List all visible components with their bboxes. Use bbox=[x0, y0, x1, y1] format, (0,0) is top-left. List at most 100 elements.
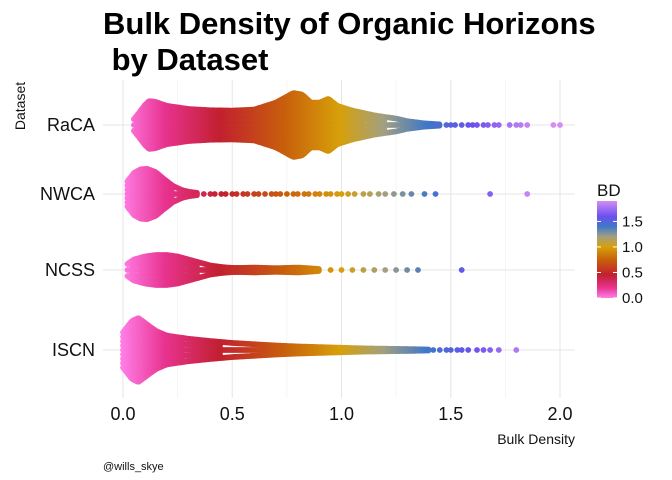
legend-tick-label: 0.0 bbox=[622, 290, 643, 307]
data-point bbox=[294, 191, 301, 197]
data-point bbox=[480, 347, 487, 353]
x-tick-label: 1.0 bbox=[329, 404, 354, 424]
data-point bbox=[273, 191, 279, 197]
data-point bbox=[436, 347, 443, 353]
x-tick-labels: 0.0 0.5 1.0 1.5 2.0 bbox=[110, 404, 572, 424]
color-legend: BD 0.0 0.5 1.0 1.5 bbox=[597, 181, 643, 307]
data-point bbox=[262, 191, 268, 197]
data-point bbox=[251, 191, 257, 197]
chart-title-line1: Bulk Density of Organic Horizons bbox=[103, 6, 596, 41]
data-point bbox=[284, 191, 290, 197]
data-point bbox=[557, 122, 563, 128]
data-point bbox=[334, 191, 340, 197]
data-point bbox=[506, 122, 513, 128]
data-point bbox=[211, 191, 218, 197]
data-point bbox=[487, 191, 493, 197]
data-point bbox=[349, 267, 356, 273]
data-point bbox=[382, 191, 389, 197]
data-point bbox=[452, 122, 458, 128]
data-point bbox=[404, 267, 410, 273]
legend-tick-label: 1.5 bbox=[622, 213, 643, 230]
data-point bbox=[277, 191, 284, 197]
data-point bbox=[415, 267, 421, 273]
legend-colorbar bbox=[597, 201, 617, 298]
data-point bbox=[327, 267, 334, 273]
data-point bbox=[391, 191, 397, 197]
data-point bbox=[469, 122, 476, 128]
data-point bbox=[443, 347, 450, 353]
category-label: RaCA bbox=[47, 115, 95, 135]
data-point bbox=[524, 191, 531, 197]
legend-title: BD bbox=[597, 181, 621, 200]
swarm-iscn bbox=[120, 315, 520, 385]
data-point bbox=[315, 268, 322, 274]
data-point bbox=[458, 347, 465, 353]
swarm-raca bbox=[131, 90, 563, 160]
data-point bbox=[345, 191, 351, 197]
data-point bbox=[375, 191, 382, 197]
category-label: NWCA bbox=[40, 184, 95, 204]
data-point bbox=[524, 122, 531, 128]
data-point bbox=[240, 191, 247, 197]
data-point bbox=[382, 267, 389, 273]
x-tick-label: 1.5 bbox=[438, 404, 463, 424]
data-point bbox=[474, 122, 480, 128]
beeswarm-points bbox=[120, 90, 563, 385]
data-point bbox=[290, 191, 297, 197]
data-point bbox=[399, 191, 406, 197]
data-point bbox=[408, 191, 415, 197]
data-point bbox=[301, 191, 308, 197]
x-tick-label: 0.0 bbox=[110, 404, 135, 424]
data-point bbox=[360, 191, 367, 197]
data-point bbox=[323, 191, 330, 197]
data-point bbox=[458, 122, 465, 128]
data-point bbox=[312, 191, 319, 197]
category-label: ISCN bbox=[52, 340, 95, 360]
x-tick-label: 0.5 bbox=[220, 404, 245, 424]
data-point bbox=[233, 191, 240, 197]
chart-title-line2: by Dataset bbox=[103, 42, 268, 77]
data-point bbox=[474, 347, 480, 353]
data-point bbox=[465, 122, 472, 128]
data-point bbox=[495, 122, 502, 128]
data-point bbox=[487, 347, 493, 353]
data-point bbox=[513, 122, 520, 128]
data-point bbox=[513, 347, 520, 353]
data-point bbox=[351, 191, 358, 197]
data-point bbox=[491, 122, 498, 128]
credit-text: @wills_skye bbox=[103, 461, 164, 473]
data-point bbox=[229, 191, 236, 197]
data-point bbox=[480, 122, 487, 128]
data-point bbox=[443, 122, 450, 128]
data-point bbox=[316, 191, 323, 197]
data-point bbox=[447, 122, 454, 128]
legend-tick-label: 1.0 bbox=[622, 239, 643, 256]
data-point bbox=[338, 191, 345, 197]
data-point bbox=[458, 267, 465, 273]
x-axis-title: Bulk Density bbox=[497, 431, 575, 447]
data-point bbox=[222, 191, 229, 197]
data-point bbox=[207, 191, 214, 197]
data-point bbox=[421, 191, 428, 197]
swarm-nwca bbox=[124, 165, 531, 223]
data-point bbox=[465, 347, 472, 353]
x-tick-label: 2.0 bbox=[547, 404, 572, 424]
data-point bbox=[371, 267, 378, 273]
y-axis-title: Dataset bbox=[12, 82, 28, 130]
data-point bbox=[367, 191, 373, 197]
data-point bbox=[200, 191, 207, 197]
data-point bbox=[305, 191, 312, 197]
data-point bbox=[218, 191, 225, 197]
data-point bbox=[447, 347, 454, 353]
data-point bbox=[268, 191, 275, 197]
data-point bbox=[430, 347, 437, 353]
data-point bbox=[495, 347, 502, 353]
data-point bbox=[485, 122, 491, 128]
legend-tick-label: 0.5 bbox=[622, 264, 643, 281]
data-point bbox=[360, 267, 367, 273]
data-point bbox=[436, 122, 443, 129]
data-point bbox=[393, 267, 399, 273]
data-point bbox=[338, 267, 345, 273]
data-point bbox=[327, 191, 334, 197]
data-point bbox=[432, 191, 439, 197]
